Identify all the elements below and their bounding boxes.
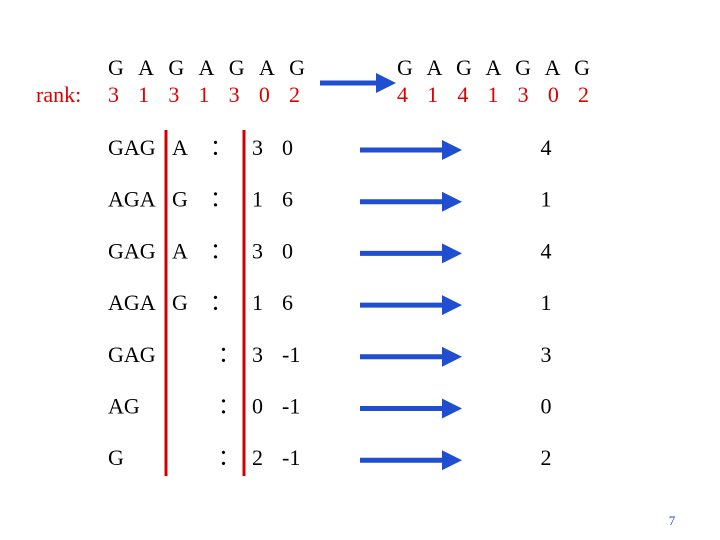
suffix-head: AGA xyxy=(108,290,156,315)
new-rank: 4 xyxy=(541,135,552,160)
colon: ： xyxy=(210,187,232,212)
right-ranks: 4 1 4 1 3 0 2 xyxy=(397,82,589,107)
first-rank: 3 xyxy=(252,135,263,160)
left-ranks: 3 1 3 1 3 0 2 xyxy=(108,82,300,107)
first-rank: 2 xyxy=(252,445,263,470)
suffix-tail: A xyxy=(172,238,188,263)
rank-label: rank: xyxy=(36,82,81,107)
first-rank: 1 xyxy=(252,187,263,212)
right-letters: G A G A G A G xyxy=(397,55,590,80)
suffix-tail: A xyxy=(172,135,188,160)
suffix-tail: G xyxy=(172,290,188,315)
left-letters: G A G A G A G xyxy=(108,55,305,80)
first-rank: 3 xyxy=(252,238,263,263)
first-rank: 0 xyxy=(252,394,263,419)
new-rank: 1 xyxy=(541,290,552,315)
new-rank: 0 xyxy=(541,394,552,419)
second-rank: -1 xyxy=(282,445,300,470)
suffix-tail: G xyxy=(172,187,188,212)
page-number: 7 xyxy=(669,513,676,528)
suffix-head: GAG xyxy=(108,135,156,160)
colon: ： xyxy=(210,135,232,160)
colon: ： xyxy=(210,238,232,263)
second-rank: -1 xyxy=(282,342,300,367)
colon: ： xyxy=(210,290,232,315)
new-rank: 3 xyxy=(541,342,552,367)
second-rank: 6 xyxy=(282,187,293,212)
suffix-head: AGA xyxy=(108,187,156,212)
second-rank: -1 xyxy=(282,394,300,419)
first-rank: 3 xyxy=(252,342,263,367)
colon: ： xyxy=(218,445,240,470)
second-rank: 0 xyxy=(282,135,293,160)
new-rank: 1 xyxy=(541,187,552,212)
new-rank: 4 xyxy=(541,238,552,263)
colon: ： xyxy=(218,394,240,419)
second-rank: 0 xyxy=(282,238,293,263)
colon: ： xyxy=(218,342,240,367)
first-rank: 1 xyxy=(252,290,263,315)
suffix-head: GAG xyxy=(108,238,156,263)
new-rank: 2 xyxy=(541,445,552,470)
second-rank: 6 xyxy=(282,290,293,315)
suffix-head: GAG xyxy=(108,342,156,367)
suffix-head: AG xyxy=(108,394,140,419)
suffix-head: G xyxy=(108,445,124,470)
